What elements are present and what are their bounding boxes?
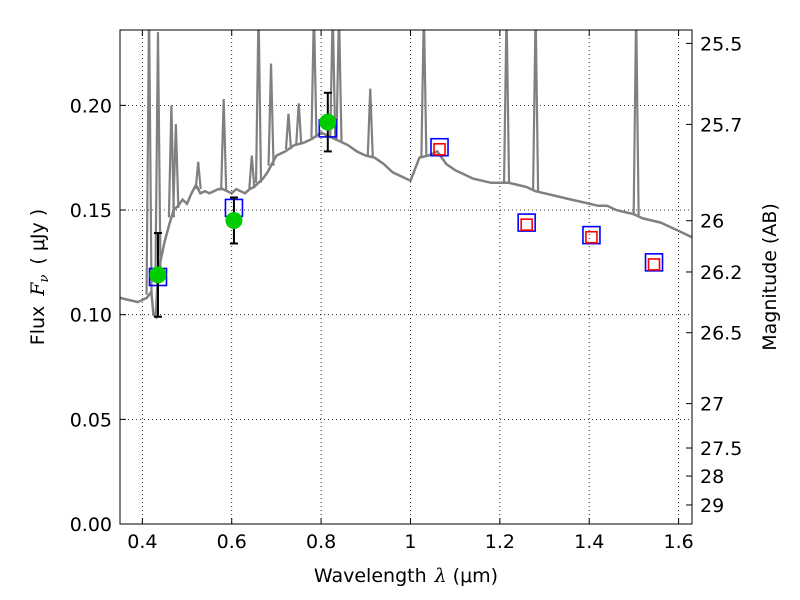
emission-line <box>531 30 540 192</box>
y-axis-label: Flux Fν ( μJy ) <box>27 209 52 345</box>
square-marker <box>647 258 661 271</box>
x-tick-label: 1.2 <box>485 531 515 553</box>
x-tick-label: 0.6 <box>217 531 247 553</box>
emission-line <box>145 30 153 295</box>
emission-line <box>267 63 275 166</box>
model-spectrum-line <box>120 131 692 320</box>
emission-line <box>295 103 303 145</box>
emission-line <box>248 155 256 189</box>
x-tick-label: 0.4 <box>127 531 157 553</box>
magnitude-tick-label: 25.7 <box>700 114 742 136</box>
circle-marker <box>149 266 167 284</box>
circle-marker <box>319 113 337 131</box>
square-marker <box>517 213 536 232</box>
magnitude-tick-label: 26.5 <box>700 323 742 345</box>
emission-line <box>632 30 640 216</box>
magnitude-tick-label: 26.2 <box>700 262 742 284</box>
y-tick-label: 0.20 <box>70 95 112 117</box>
emission-line <box>254 30 263 183</box>
y-axis-label-text: Flux <box>27 306 49 346</box>
y-tick-label: 0.10 <box>70 305 112 327</box>
magnitude-axis-ticks: 25.5 25.7 26 26.2 26.5 27 27.5 28 29 <box>686 33 742 517</box>
emission-line <box>167 105 175 218</box>
emission-line <box>502 30 511 183</box>
plot-background <box>120 30 692 524</box>
x-tick-label: 1.6 <box>663 531 693 553</box>
emission-line <box>366 88 374 157</box>
square-marker <box>585 230 598 244</box>
magnitude-tick-label: 29 <box>700 495 724 517</box>
emission-line <box>310 30 318 138</box>
x-tick-label: 1 <box>404 531 416 553</box>
emission-lines <box>145 30 640 295</box>
emission-line <box>194 161 202 190</box>
x-axis-label-symbol: λ <box>434 565 447 587</box>
emission-line <box>335 30 343 141</box>
photometry-markers <box>148 119 664 287</box>
y-tick-label: 0.15 <box>70 200 112 222</box>
x-axis-label-text: Wavelength <box>314 565 427 587</box>
x-tick-label: 1.4 <box>574 531 604 553</box>
plot-frame <box>119 29 693 525</box>
emission-line <box>154 32 162 273</box>
magnitude-tick-label: 25.5 <box>700 33 742 55</box>
x-axis-label-unit: (μm) <box>453 565 498 587</box>
emission-line <box>284 113 293 150</box>
y-axis-label-symbol: F <box>27 282 49 297</box>
y-axis-label-unit: ( μJy ) <box>27 209 49 265</box>
magnitude-tick-label: 27 <box>700 394 724 416</box>
y-axis-label-subscript: ν <box>37 275 52 283</box>
y-axis-ticks: 0.00 0.05 0.10 0.15 0.20 <box>70 95 126 536</box>
square-marker <box>582 225 601 245</box>
x-tick-label: 0.8 <box>306 531 336 553</box>
square-marker <box>430 137 449 157</box>
square-marker <box>433 143 446 156</box>
magnitude-tick-label: 28 <box>700 466 724 488</box>
square-marker <box>644 253 664 272</box>
emission-line <box>220 99 228 190</box>
y-tick-label: 0.05 <box>70 409 112 431</box>
x-axis-ticks: 0.4 0.6 0.8 1 1.2 1.4 1.6 <box>127 30 694 553</box>
circle-marker <box>225 211 243 229</box>
emission-line <box>172 124 180 208</box>
error-bars <box>149 91 337 318</box>
y-tick-label: 0.00 <box>70 514 112 536</box>
x-axis-label: Wavelength λ (μm) <box>314 565 498 587</box>
magnitude-tick-label: 27.5 <box>700 438 742 460</box>
square-marker <box>520 218 533 231</box>
magnitude-axis-label: Magnitude (AB) <box>759 203 781 351</box>
emission-line <box>420 30 428 157</box>
magnitude-tick-label: 26 <box>700 211 724 233</box>
emission-line <box>329 30 337 139</box>
